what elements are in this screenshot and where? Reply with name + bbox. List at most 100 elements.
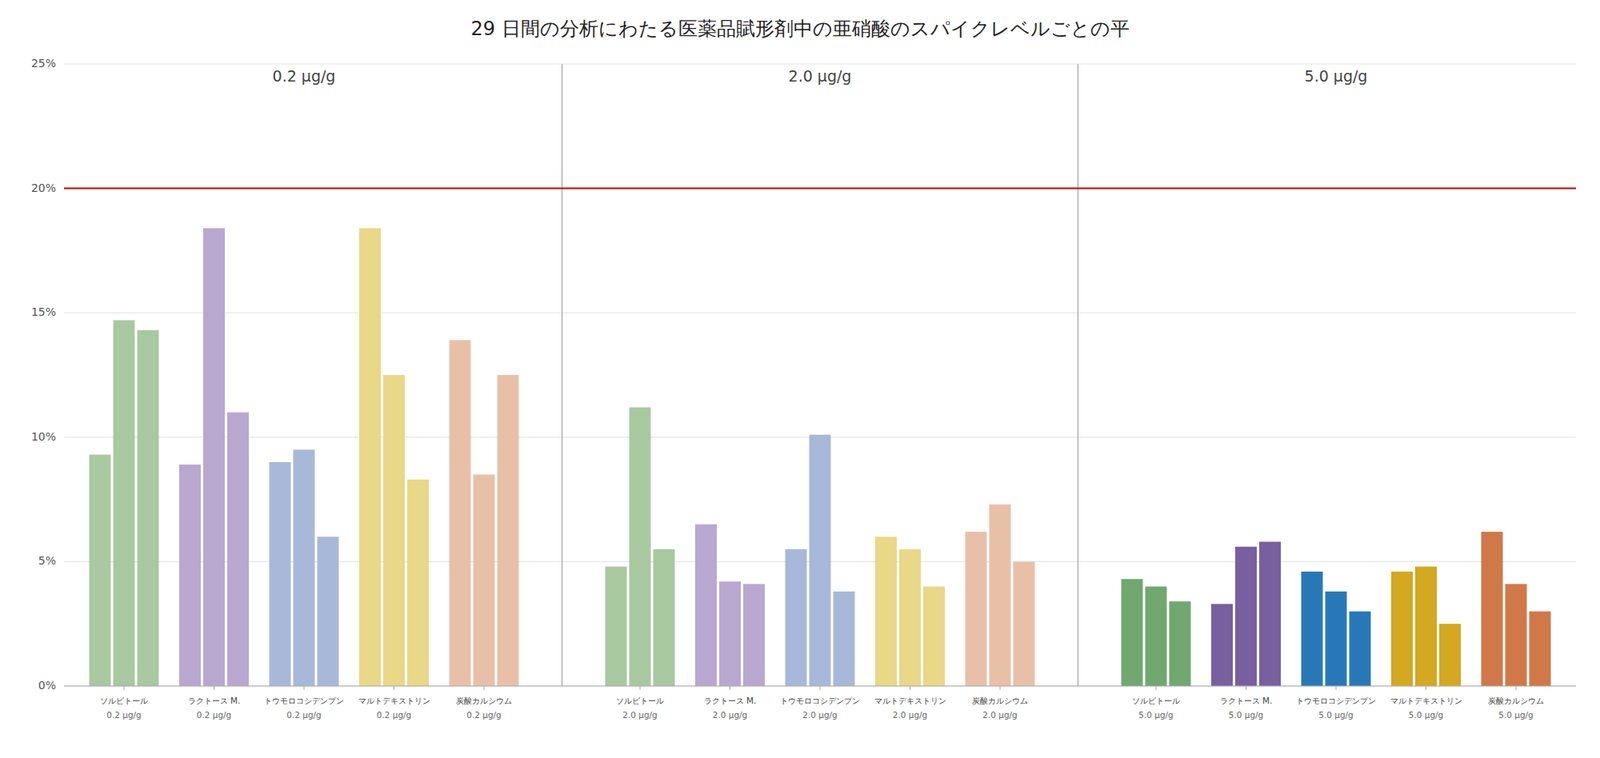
bar: [605, 567, 628, 687]
chart: 29 日間の分析にわたる医薬品賦形剤中の亜硝酸のスパイクレベルごとの平 0% 5% 1…: [0, 0, 1600, 758]
bar: [89, 455, 112, 687]
x-tick-sublabel: 0.2 μg/g: [376, 710, 412, 720]
bar: [629, 407, 652, 687]
bar: [473, 474, 496, 687]
x-tick: [640, 686, 641, 691]
x-tick: [909, 686, 911, 691]
bar: [695, 524, 717, 687]
bar: [293, 449, 316, 687]
x-tick-label: マルトデキストリン: [358, 696, 431, 706]
bar: [1325, 592, 1348, 687]
x-tick-label: マルトデキストリン: [874, 696, 947, 706]
bar: [407, 480, 429, 687]
bar: [1505, 584, 1528, 687]
y-tick-label: 25%: [31, 56, 56, 70]
x-tick-label: トウモロコシデンプン: [780, 696, 860, 706]
x-tick-label: ソルビトール: [100, 696, 148, 706]
bar: [1301, 572, 1324, 687]
bar: [1415, 567, 1437, 687]
bar: [203, 228, 225, 687]
x-tick: [1156, 686, 1157, 691]
bar: [497, 375, 520, 687]
bar: [179, 464, 201, 687]
section-divider: [561, 64, 563, 687]
x-tick-sublabel: 5.0 μg/g: [1408, 710, 1444, 720]
y-tick-label: 20%: [31, 181, 56, 195]
x-tick-sublabel: 5.0 μg/g: [1138, 710, 1173, 720]
bar: [1013, 561, 1036, 687]
bar: [833, 592, 856, 687]
y-tick-label: 5%: [38, 554, 56, 568]
section-label: 0.2 μg/g: [272, 67, 336, 85]
bars: [89, 228, 1552, 687]
x-tick: [213, 686, 215, 691]
grid: [64, 64, 1576, 687]
grid-line: [64, 188, 1576, 189]
x-tick-sublabel: 2.0 μg/g: [892, 710, 928, 720]
x-tick-sublabel: 0.2 μg/g: [106, 710, 141, 720]
y-tick-label: 10%: [31, 430, 56, 444]
bar: [785, 549, 808, 687]
bar: [653, 549, 676, 687]
grid-line: [64, 64, 1576, 65]
x-tick-sublabel: 2.0 μg/g: [802, 710, 837, 720]
x-tick-sublabel: 0.2 μg/g: [196, 710, 232, 720]
x-tick: [1336, 686, 1337, 691]
x-tick-label: トウモロコシデンプン: [264, 696, 344, 706]
x-tick-sublabel: 5.0 μg/g: [1498, 710, 1533, 720]
x-tick-sublabel: 2.0 μg/g: [712, 710, 748, 720]
x-tick-label: ラクトース M.: [1220, 696, 1273, 706]
x-tick-label: ソルビトール: [1132, 696, 1180, 706]
bar: [809, 435, 832, 687]
bar: [317, 536, 340, 687]
bar: [269, 462, 292, 687]
x-tick: [304, 686, 305, 691]
y-tick-label: 0%: [38, 679, 56, 692]
x-tick: [729, 686, 731, 691]
bar: [1211, 604, 1233, 687]
bar: [1481, 532, 1504, 687]
bar: [113, 320, 136, 687]
x-tick-sublabel: 0.2 μg/g: [286, 710, 321, 720]
bar: [989, 504, 1012, 687]
section-label: 2.0 μg/g: [788, 67, 852, 85]
x-tick: [1516, 686, 1517, 691]
x-tick-label: 炭酸カルシウム: [456, 696, 512, 706]
x-tick-label: 炭酸カルシウム: [1488, 696, 1544, 706]
bar: [227, 412, 249, 687]
bar: [1235, 547, 1257, 687]
bar: [137, 330, 160, 687]
x-tick-label: ラクトース M.: [188, 696, 241, 706]
bar: [719, 581, 741, 687]
bar: [965, 532, 988, 687]
bar: [383, 375, 405, 687]
bar: [875, 536, 897, 687]
bar: [1439, 624, 1461, 687]
x-tick-sublabel: 2.0 μg/g: [982, 710, 1017, 720]
grid-line: [64, 312, 1576, 314]
title: 29 日間の分析にわたる医薬品賦形剤中の亜硝酸のスパイクレベルごとの平: [470, 17, 1129, 40]
x-tick-label: トウモロコシデンプン: [1296, 696, 1376, 706]
x-tick: [1425, 686, 1427, 691]
x-tick: [820, 686, 821, 691]
section-label: 5.0 μg/g: [1304, 67, 1368, 85]
x-tick-label: ソルビトール: [616, 696, 664, 706]
x-tick: [124, 686, 125, 691]
x-tick: [1245, 686, 1247, 691]
x-tick-label: ラクトース M.: [704, 696, 757, 706]
x-tick-label: 炭酸カルシウム: [972, 696, 1028, 706]
bar: [1121, 579, 1144, 687]
x-tick-sublabel: 5.0 μg/g: [1318, 710, 1353, 720]
bar: [1259, 542, 1281, 687]
bar: [1349, 612, 1372, 687]
x-tick: [1000, 686, 1001, 691]
reference-line: [64, 188, 1576, 190]
section-divider: [1077, 64, 1079, 687]
bar: [359, 228, 381, 687]
x-tick: [393, 686, 395, 691]
bar: [1391, 572, 1413, 687]
bar: [923, 587, 945, 687]
x-tick-sublabel: 5.0 μg/g: [1228, 710, 1264, 720]
x-tick-sublabel: 0.2 μg/g: [466, 710, 501, 720]
bar: [743, 584, 765, 687]
